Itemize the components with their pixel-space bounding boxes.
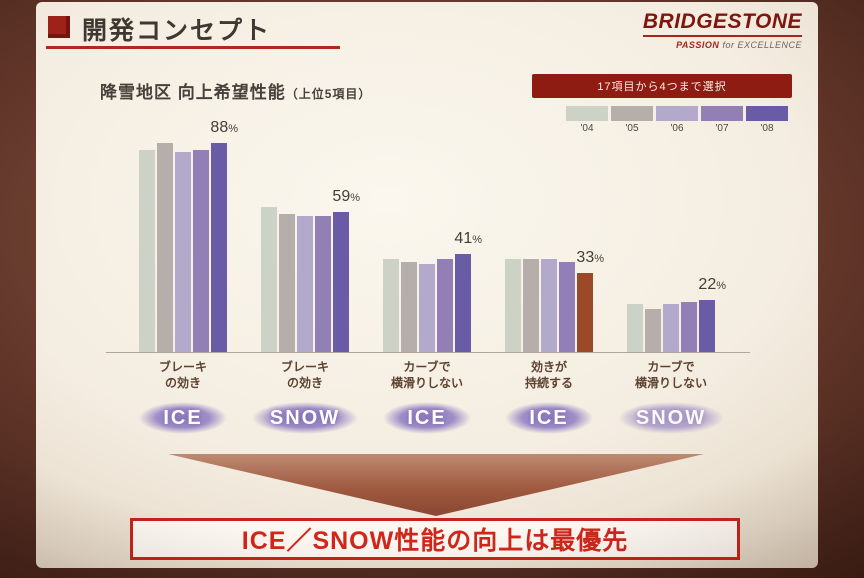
tagline-excellence: EXCELLENCE <box>737 40 802 50</box>
bar-08 <box>211 143 227 352</box>
category-label-line1: カーブで <box>647 360 695 374</box>
bar-07 <box>315 216 331 352</box>
snow-badge: SNOW <box>618 402 724 434</box>
bar-group-5-snow: 22% カーブで 横滑りしない SNOW <box>618 114 726 434</box>
bar-group-3-ice: 41% カーブで 横滑りしない ICE <box>380 114 482 434</box>
bar-04 <box>261 207 277 352</box>
bar-07 <box>681 302 697 352</box>
bar-06 <box>297 216 313 352</box>
bar-chart: 88% ブレーキ の効き ICE 59% ブレーキ の効き SNOW 41% カーブで 横滑りしない… <box>136 114 726 434</box>
legend-year-label: '08 <box>760 123 774 134</box>
brand-logo: BRIDGESTONE PASSION for EXCELLENCE <box>642 10 802 50</box>
brand-name: BRIDGESTONE <box>642 10 802 33</box>
tagline-for: for <box>722 40 735 50</box>
category-label-line2: 横滑りしない <box>390 375 463 390</box>
bar-06 <box>541 259 557 352</box>
value-label: 88% <box>210 119 238 136</box>
bar-08 <box>577 273 593 352</box>
bars <box>380 254 474 352</box>
category-label-line1: ブレーキ <box>158 360 207 374</box>
category-label: 効きが 持続する <box>490 360 608 391</box>
tagline-passion: PASSION <box>676 40 720 50</box>
value-label: 22% <box>698 276 726 293</box>
bars <box>502 259 596 352</box>
slide: 開発コンセプト BRIDGESTONE PASSION for EXCELLEN… <box>36 2 818 568</box>
category-label: ブレーキ の効き <box>246 360 364 391</box>
bar-05 <box>401 262 417 352</box>
category-label-line1: 効きが <box>530 360 567 374</box>
bar-05 <box>157 143 173 352</box>
brand-rule <box>642 35 802 37</box>
bar-group-2-snow: 59% ブレーキ の効き SNOW <box>252 114 360 434</box>
bars <box>624 300 718 352</box>
chart-title-suffix: （上位5項目） <box>285 87 372 101</box>
category-label: ブレーキ の効き <box>124 360 242 391</box>
bar-08 <box>455 254 471 352</box>
legend-swatch-08 <box>746 106 788 121</box>
category-label-line1: カーブで <box>403 360 451 374</box>
bar-group-1-ice: 88% ブレーキ の効き ICE <box>136 114 238 434</box>
bar-06 <box>663 304 679 352</box>
bars <box>258 207 352 352</box>
chart-baseline <box>106 352 750 353</box>
percent-sign: % <box>350 192 360 204</box>
category-label-line2: の効き <box>286 375 323 390</box>
bar-06 <box>175 152 191 352</box>
bar-04 <box>505 259 521 352</box>
brand-tagline: PASSION for EXCELLENCE <box>643 40 802 50</box>
bar-08 <box>333 212 349 352</box>
ice-badge: ICE <box>505 402 593 434</box>
ice-badge: ICE <box>383 402 471 434</box>
ice-badge: ICE <box>139 402 227 434</box>
category-label-line1: ブレーキ <box>280 360 329 374</box>
bar-05 <box>523 259 539 352</box>
chart-title-main: 降雪地区 向上希望性能 <box>100 83 286 102</box>
legend-note: 17項目から4つまで選択 <box>532 74 792 98</box>
bar-04 <box>383 259 399 352</box>
percent-sign: % <box>228 123 238 135</box>
conclusion-banner: ICE／SNOW性能の向上は最優先 <box>130 518 740 560</box>
percent-sign: % <box>716 280 726 292</box>
chart-title: 降雪地区 向上希望性能（上位5項目） <box>100 78 371 103</box>
bar-04 <box>627 304 643 352</box>
title-underline <box>46 46 340 49</box>
bar-04 <box>139 150 155 352</box>
value-label: 59% <box>332 188 360 205</box>
bars <box>136 143 230 352</box>
category-label: カーブで 横滑りしない <box>368 360 486 391</box>
bar-07 <box>437 259 453 352</box>
category-label: カーブで 横滑りしない <box>612 360 730 391</box>
category-label-line2: の効き <box>164 375 201 390</box>
percent-sign: % <box>472 234 482 246</box>
bar-06 <box>419 264 435 352</box>
bar-05 <box>279 214 295 352</box>
bar-08 <box>699 300 715 352</box>
category-label-line2: 横滑りしない <box>634 375 707 390</box>
conclusion-text: ICE／SNOW性能の向上は最優先 <box>241 527 629 555</box>
bar-07 <box>193 150 209 352</box>
legend-item-08: '08 <box>746 106 788 134</box>
bar-07 <box>559 262 575 352</box>
title-bullet-icon <box>48 16 70 38</box>
slide-title: 開発コンセプト <box>82 17 272 45</box>
category-label-line2: 持続する <box>524 375 573 390</box>
bar-group-4-ice: 33% 効きが 持続する ICE <box>502 114 604 434</box>
funnel-arrow <box>168 454 704 516</box>
snow-badge: SNOW <box>252 402 358 434</box>
bar-05 <box>645 309 661 352</box>
value-label: 41% <box>454 230 482 247</box>
